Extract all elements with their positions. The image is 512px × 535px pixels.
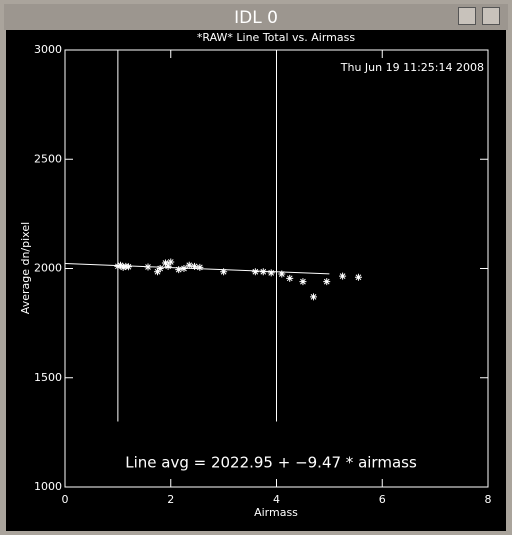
y-axis-label: Average dn/pixel (19, 222, 32, 314)
chart-title: *RAW* Line Total vs. Airmass (197, 31, 355, 44)
point (185, 261, 193, 269)
point (220, 268, 228, 276)
x-axis-label: Airmass (254, 506, 298, 519)
point (161, 259, 169, 267)
x-tick-label: 2 (167, 493, 174, 506)
point (286, 274, 294, 282)
x-tick-label: 6 (379, 493, 386, 506)
point (167, 258, 175, 266)
annotation: Line avg = 2022.95 + −9.47 * airmass (125, 454, 417, 472)
point (278, 270, 286, 278)
point (196, 263, 204, 271)
timestamp: Thu Jun 19 11:25:14 2008 (340, 61, 484, 74)
point (267, 269, 275, 277)
point (251, 268, 259, 276)
point (299, 278, 307, 286)
title-bar: IDL 0 (4, 4, 508, 30)
point (180, 265, 188, 272)
y-tick-label: 2000 (34, 262, 62, 275)
x-tick-label: 4 (273, 493, 280, 506)
point (175, 266, 183, 274)
point (310, 293, 318, 301)
point (156, 265, 164, 272)
y-tick-label: 3000 (34, 43, 62, 56)
x-tick-label: 8 (485, 493, 492, 506)
point (124, 263, 132, 271)
maximize-button[interactable] (482, 7, 500, 25)
y-tick-label: 1500 (34, 371, 62, 384)
point (114, 262, 122, 270)
point (144, 263, 152, 271)
point (354, 273, 362, 281)
y-tick-label: 1000 (34, 480, 62, 493)
x-tick-label: 0 (62, 493, 69, 506)
point (154, 268, 162, 276)
minimize-button[interactable] (458, 7, 476, 25)
point (119, 263, 127, 271)
point (164, 262, 172, 270)
point (339, 272, 347, 280)
window-title: IDL 0 (234, 8, 278, 28)
point (259, 268, 267, 276)
y-tick-label: 2500 (34, 152, 62, 165)
point (191, 262, 199, 270)
chart: *RAW* Line Total vs. Airmass Thu Jun 19 … (6, 30, 506, 531)
point (323, 278, 331, 286)
